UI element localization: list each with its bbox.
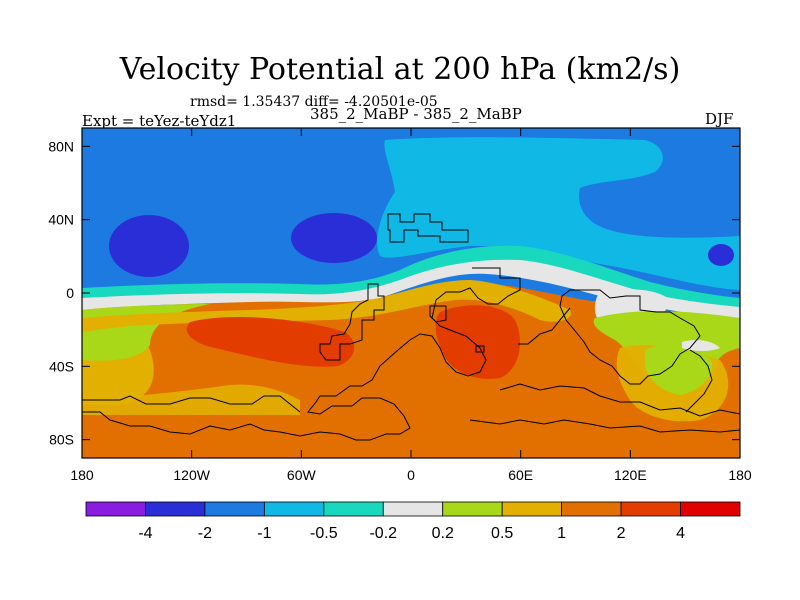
contour-field <box>82 128 740 458</box>
chart-title: Velocity Potential at 200 hPa (km2/s) <box>119 52 681 87</box>
colorbar-swatch <box>442 501 503 517</box>
case-names: 385_2_MaBP - 385_2_MaBP <box>310 105 522 123</box>
y-tick-label: 40N <box>48 212 74 228</box>
y-tick-label: 0 <box>66 285 74 301</box>
colorbar-swatch <box>680 501 741 517</box>
region-north-atlantic-europe <box>377 137 740 290</box>
y-tick-label: 40S <box>49 358 74 374</box>
coastlines <box>82 213 740 441</box>
colorbar-swatch <box>323 501 384 517</box>
colorbar-label: -4 <box>138 525 152 542</box>
axes: 180 120W 60W 0 60E 120E 180 80N 40N 0 40S 80S <box>48 128 752 483</box>
colorbar-swatch <box>382 501 444 517</box>
y-tick-label: 80N <box>48 138 74 154</box>
x-tick-label: 60W <box>287 467 317 483</box>
colorbar-label: -2 <box>198 525 212 542</box>
colorbar-label: -0.2 <box>369 525 397 542</box>
colorbar-label: 1 <box>557 525 566 542</box>
colorbar-swatch <box>501 501 563 517</box>
colorbar-swatch <box>620 501 681 517</box>
x-tick-label: 180 <box>70 467 94 483</box>
region-south-pacific-high <box>186 317 355 367</box>
colorbar-swatch <box>145 501 206 517</box>
colorbar-swatch <box>561 501 622 517</box>
region-mid-yellow <box>82 384 300 415</box>
season-label: DJF <box>705 110 734 128</box>
stats-line: rmsd= 1.35437 diff= -4.20501e-05 <box>190 94 438 110</box>
x-tick-label: 180 <box>728 467 752 483</box>
region-equatorial-yellow <box>82 280 571 332</box>
experiment-label: Expt = teYez-teYdz1 <box>82 112 237 130</box>
colorbar-swatch <box>204 501 265 517</box>
x-tick-label: 60E <box>508 467 533 483</box>
region-dateline-low <box>708 244 734 266</box>
region-australia-core <box>645 344 713 395</box>
region-australia-white <box>682 340 720 351</box>
region-southern-africa-high <box>435 305 520 379</box>
colorbar-label: -0.5 <box>310 525 338 542</box>
region-north-america-low <box>291 213 377 263</box>
x-tick-label: 120E <box>614 467 647 483</box>
colorbar-label: 2 <box>617 525 626 542</box>
region-equatorial-white <box>82 259 740 318</box>
colorbar-label: 0.2 <box>432 525 454 542</box>
colorbar: -4 -2 -1 -0.5 -0.2 0.2 0.5 1 2 4 <box>85 501 741 542</box>
colorbar-swatch <box>263 501 325 517</box>
colorbar-label: 4 <box>676 525 685 542</box>
y-tick-label: 80S <box>49 432 74 448</box>
colorbar-label: -1 <box>257 525 271 542</box>
x-tick-label: 120W <box>173 467 210 483</box>
colorbar-swatch <box>85 501 146 517</box>
x-tick-label: 0 <box>407 467 415 483</box>
region-north-pacific-low <box>109 215 189 277</box>
colorbar-label: 0.5 <box>491 525 513 542</box>
